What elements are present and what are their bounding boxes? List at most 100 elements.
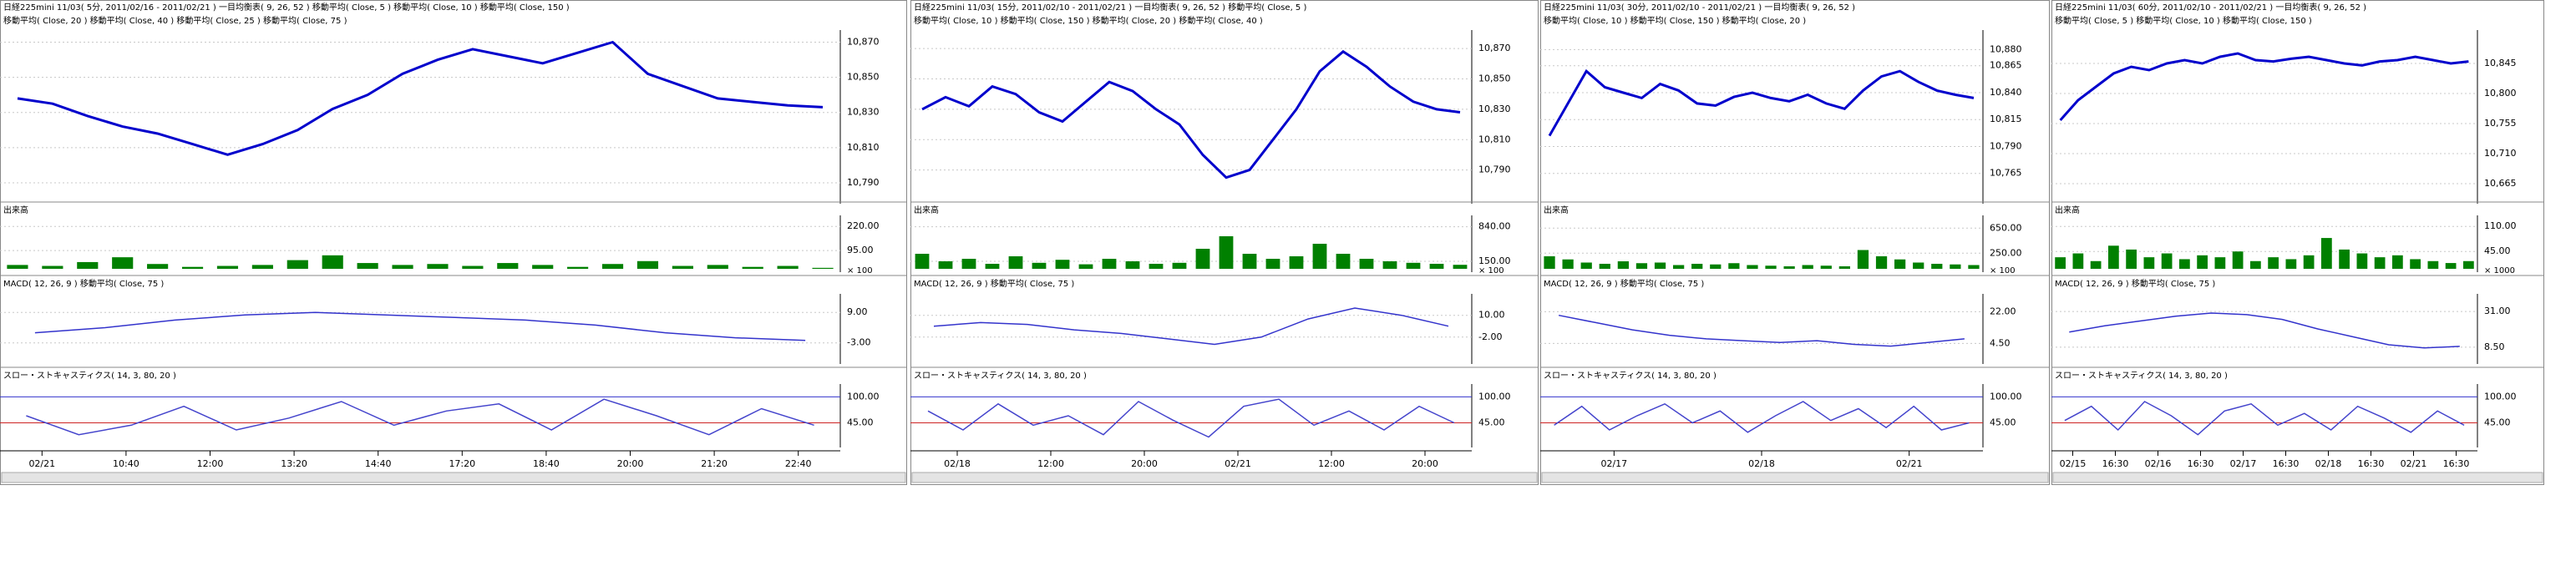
y-tick-label: 10,850 [847,72,880,83]
volume-bar [497,263,519,269]
volume-bar [636,260,659,269]
x-tick-label: 02/21 [28,458,55,469]
pane-label: 出来高 [3,205,28,215]
volume-bar [322,255,343,269]
y-tick-label: 10,755 [2484,118,2517,129]
y-tick-label: 650.00 [1990,222,2022,233]
x-tick-label: 02/18 [1748,458,1775,469]
volume-bar [2197,255,2208,269]
y-tick-label: 10,765 [1990,168,2022,179]
volume-bar [2321,238,2332,269]
pane-label: 出来高 [914,205,939,215]
volume-bar [672,265,693,269]
volume-bar [462,265,484,269]
volume-bar [601,264,624,269]
y-tick-label: 8.50 [2484,341,2505,352]
volume-bar [1838,266,1850,269]
chart-header: 移動平均( Close, 20 ) 移動平均( Close, 40 ) 移動平均… [3,15,347,26]
pane-label: MACD( 12, 26, 9 ) 移動平均( Close, 75 ) [2055,278,2215,289]
pane-label: スロー・ストキャスティクス( 14, 3, 80, 20 ) [1544,371,1716,381]
x-tick-label: 02/21 [2401,458,2427,469]
y-tick-label: 10,850 [1478,73,1511,84]
y-tick-label: 10,840 [1990,87,2022,98]
volume-bar [742,266,763,269]
volume-bar [1544,256,1555,269]
y-tick-label: 220.00 [847,220,880,231]
unit-label: × 1000 [2484,266,2515,275]
volume-bar [2108,245,2119,269]
volume-bar [1673,265,1685,269]
x-tick-label: 12:00 [1037,458,1064,469]
volume-bar [1710,264,1722,269]
volume-bar [1894,259,1906,269]
volume-bar [2374,257,2386,269]
x-tick-label: 22:40 [785,458,812,469]
volume-bar [2356,253,2368,269]
volume-bar [1802,265,1813,269]
pane-label: MACD( 12, 26, 9 ) 移動平均( Close, 75 ) [3,278,164,289]
y-tick-label: 10,815 [1990,114,2022,124]
x-tick-label: 16:30 [2102,458,2129,469]
volume-bar [2250,260,2261,269]
volume-bar [181,266,204,269]
macd-line [34,311,806,341]
macd-line [2069,312,2460,349]
y-tick-label: 100.00 [1478,391,1511,402]
volume-bar [1599,264,1610,269]
y-tick-label: 100.00 [2484,391,2517,402]
volume-bar [2072,253,2084,269]
y-tick-label: 10,790 [847,177,880,188]
price-line [17,40,824,156]
pane-label: スロー・ストキャスティクス( 14, 3, 80, 20 ) [2055,371,2228,381]
unit-label: × 100 [847,266,873,275]
stoch-line [927,398,1455,438]
volume-bar [1312,244,1327,269]
pane-label: MACD( 12, 26, 9 ) 移動平均( Close, 75 ) [1544,278,1704,289]
volume-bar [1172,262,1187,269]
volume-bar [1562,259,1574,269]
volume-bar [2143,257,2155,269]
x-tick-label: 20:00 [1131,458,1158,469]
volume-bar [1008,256,1023,269]
x-tick-label: 12:00 [1318,458,1345,469]
x-tick-label: 02/15 [2060,458,2087,469]
pane-label: スロー・ストキャスティクス( 14, 3, 80, 20 ) [3,371,176,381]
x-tick-label: 10:40 [113,458,139,469]
y-tick-label: 10,880 [1990,43,2022,54]
volume-bar [1149,264,1164,269]
volume-bar [357,263,378,269]
volume-bar [2285,259,2297,269]
chart-panel [0,0,907,485]
volume-bar [2392,255,2403,269]
unit-label: × 100 [1478,266,1504,275]
volume-bar [1580,262,1592,269]
y-tick-label: 45.00 [2484,245,2511,256]
y-tick-label: -2.00 [1478,331,1502,342]
volume-bar [2214,257,2226,269]
volume-bar [216,265,239,269]
y-tick-label: 10.00 [1478,310,1505,321]
y-tick-label: -3.00 [847,337,870,348]
chart-header: 日経225mini 11/03( 30分, 2011/02/10 - 2011/… [1544,2,1855,13]
volume-bar [532,265,554,269]
price-line [2059,52,2469,121]
y-tick-label: 10,870 [1478,43,1511,53]
y-tick-label: 9.00 [847,306,868,317]
y-tick-label: 10,800 [2484,88,2517,99]
volume-bar [1820,265,1832,269]
y-tick-label: 31.00 [2484,306,2511,316]
pane-label: スロー・ストキャスティクス( 14, 3, 80, 20 ) [914,371,1087,381]
x-tick-label: 20:00 [1412,458,1438,469]
volume-bar [2303,255,2315,269]
scrollbar [911,472,1538,483]
price-line [921,49,1461,179]
volume-bar [42,265,63,269]
y-tick-label: 45.00 [1990,417,2016,428]
volume-bar [985,264,1000,269]
volume-bar [961,259,976,269]
volume-bar [707,265,728,269]
y-tick-label: 4.50 [1990,337,2011,348]
volume-bar [915,254,930,269]
volume-bar [2126,249,2137,269]
volume-bar [1783,266,1795,269]
